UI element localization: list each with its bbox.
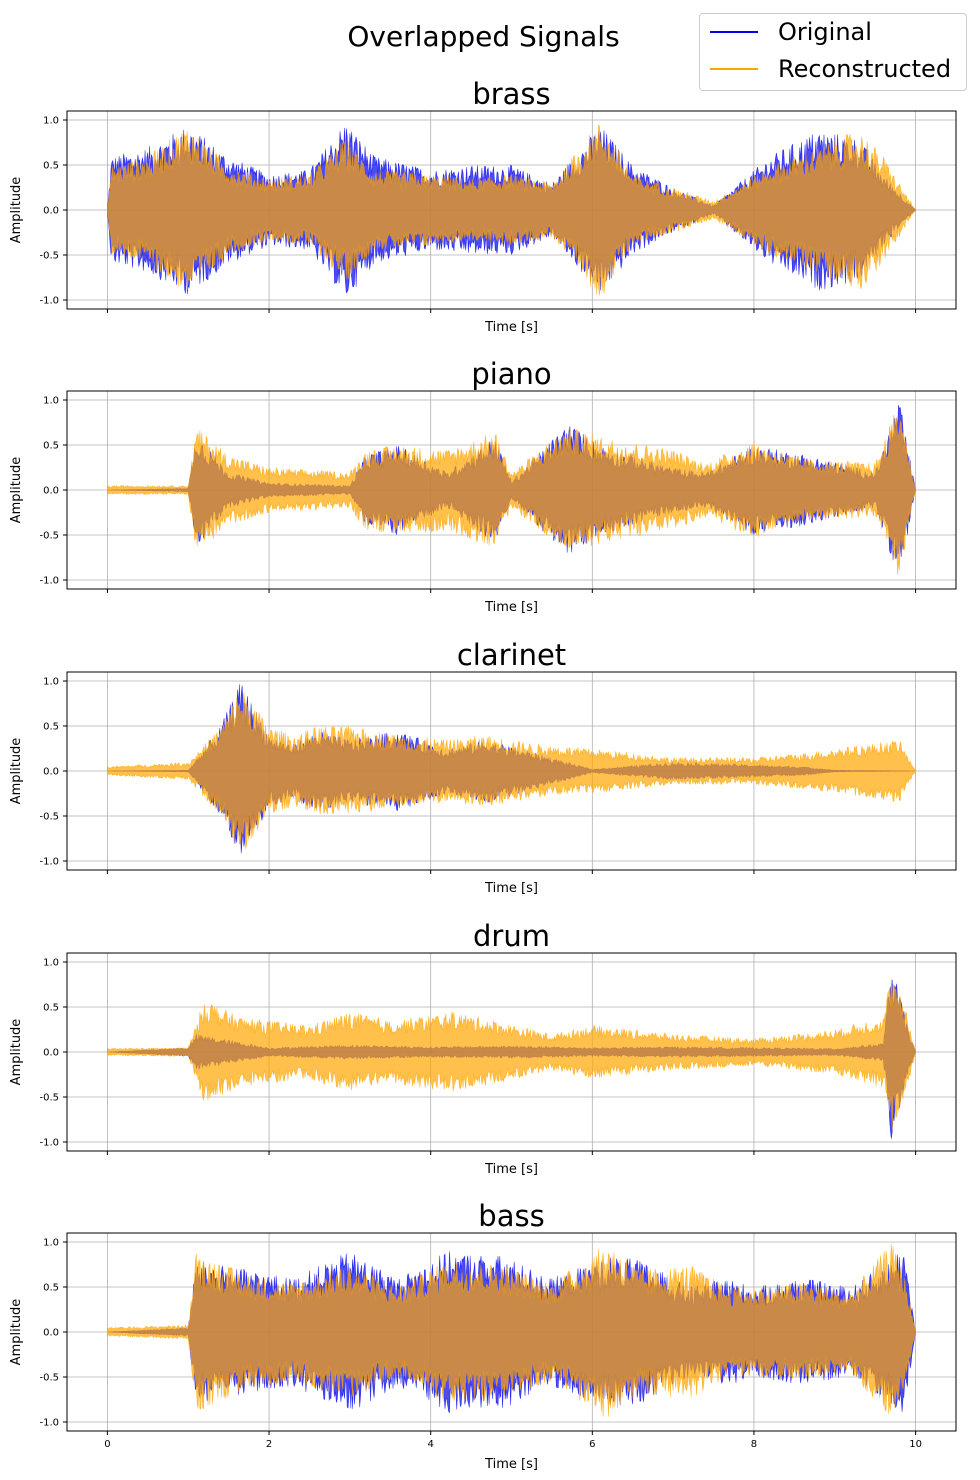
x-tick-label: 6 [589,1439,595,1450]
x-tick-label: 10 [909,1439,922,1450]
y-tick-label: 0.5 [43,441,59,452]
x-axis-label: Time [s] [484,881,538,896]
y-tick-label: 0.5 [43,1283,59,1294]
x-axis-label: Time [s] [484,600,538,615]
y-tick-label: 0.0 [43,1328,59,1339]
y-tick-label: -0.5 [39,531,59,542]
y-tick-label: -1.0 [39,296,59,307]
legend-item-reconstructed: Reconstructed [710,54,951,84]
y-axis-label: Amplitude [9,177,24,244]
subplot-title: piano [471,357,551,391]
series-reconstructed-brass [107,124,916,296]
series-reconstructed-bass [107,1243,916,1417]
y-tick-label: 0.0 [43,486,59,497]
legend-swatch-original [710,31,758,33]
y-tick-label: -0.5 [39,251,59,262]
y-tick-label: -0.5 [39,1093,59,1104]
series-reconstructed-clarinet [107,692,916,849]
x-tick-label: 8 [751,1439,757,1450]
y-tick-label: 1.0 [43,677,59,688]
legend-label-reconstructed: Reconstructed [778,55,952,83]
x-tick-label: 4 [427,1439,433,1450]
subplot-piano: -1.0 -0.5 0.0 0.5 1.0 piano Time [s] Amplitude [9,357,957,615]
y-tick-label: 0.0 [43,206,59,217]
subplot-title: drum [473,919,550,953]
x-axis-label: Time [s] [484,320,538,335]
legend-label-original: Original [778,18,872,46]
y-axis-label: Amplitude [9,738,24,805]
x-tick-label: 0 [104,1439,110,1450]
x-axis-label: Time [s] [484,1162,538,1177]
subplot-title: bass [478,1199,544,1233]
y-tick-label: -1.0 [39,1418,59,1429]
series-reconstructed-piano [107,414,916,575]
x-axis-label: Time [s] [484,1457,538,1472]
subplot-clarinet: -1.0 -0.5 0.0 0.5 1.0 clarinet Time [s] Amplitu… [9,638,957,896]
x-tick-label: 2 [266,1439,272,1450]
figure-title: Overlapped Signals [347,20,620,53]
y-tick-label: 0.5 [43,722,59,733]
y-tick-label: 0.5 [43,1003,59,1014]
y-tick-label: 1.0 [43,958,59,969]
y-tick-label: 0.0 [43,1048,59,1059]
subplot-title: clarinet [457,638,566,672]
y-tick-label: -1.0 [39,576,59,587]
y-axis-label: Amplitude [9,457,24,524]
y-tick-label: 1.0 [43,396,59,407]
subplot-drum: -1.0 -0.5 0.0 0.5 1.0 drum Time [s] Amplitude [9,919,957,1177]
legend: Original Reconstructed [699,13,967,91]
y-tick-label: 0.5 [43,161,59,172]
y-tick-label: -1.0 [39,857,59,868]
y-tick-label: 1.0 [43,116,59,127]
subplot-bass: 0 2 4 6 8 10 -1.0 -0.5 0.0 0.5 1.0 bass Time [s] Ampl… [9,1199,957,1472]
y-tick-label: -0.5 [39,1373,59,1384]
y-axis-label: Amplitude [9,1299,24,1366]
y-tick-label: -1.0 [39,1138,59,1149]
y-axis-label: Amplitude [9,1019,24,1086]
subplot-title: brass [472,77,550,111]
legend-swatch-reconstructed [710,68,758,70]
y-tick-label: -0.5 [39,812,59,823]
subplot-brass: -1.0 -0.5 0.0 0.5 1.0 brass Time [s] Amplitude [9,77,957,335]
y-tick-label: 0.0 [43,767,59,778]
series-reconstructed-drum [107,978,916,1130]
y-tick-label: 1.0 [43,1238,59,1249]
legend-item-original: Original [710,17,872,47]
